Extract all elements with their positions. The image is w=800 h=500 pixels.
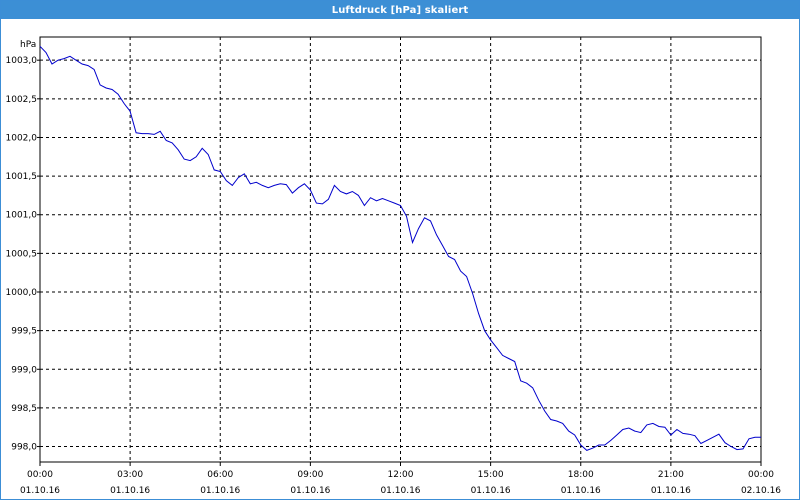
grid <box>40 37 761 462</box>
x-axis: 00:00 01.10.16 03:00 01.10.16 06:00 01.10.16 0… <box>20 462 781 496</box>
x-tick-date-label: 01.10.16 <box>110 486 150 496</box>
x-tick-date-label: 01.10.16 <box>380 486 420 496</box>
pressure-line-chart: 1003,0 1002,5 1002,0 1001,5 1001,0 1000,5 1000… <box>6 36 781 496</box>
series-line-pressure <box>39 45 761 451</box>
x-tick-time-label: 00:00 <box>27 470 53 480</box>
y-tick-label: 998,5 <box>11 404 37 414</box>
y-tick-label: 999,5 <box>11 327 37 337</box>
x-tick-date-label: 01.10.16 <box>200 486 240 496</box>
y-tick-label: 1001,0 <box>6 211 38 221</box>
x-tick-date-label: 01.10.16 <box>651 486 691 496</box>
y-axis: 1003,0 1002,5 1002,0 1001,5 1001,0 1000,5 1000… <box>6 56 40 453</box>
x-tick-time-label: 03:00 <box>117 470 143 480</box>
x-tick-time-label: 06:00 <box>207 470 233 480</box>
window-title: Luftdruck [hPa] skaliert <box>331 4 469 16</box>
y-tick-label: 1000,0 <box>6 288 38 298</box>
y-tick-label: 999,0 <box>11 365 37 375</box>
x-tick-date-label: 02.10.16 <box>741 486 781 496</box>
x-tick-time-label: 18:00 <box>568 470 594 480</box>
x-tick-time-label: 00:00 <box>748 470 774 480</box>
y-tick-label: 1001,5 <box>6 172 38 182</box>
x-tick-date-label: 01.10.16 <box>471 486 511 496</box>
y-tick-label: 1003,0 <box>6 56 38 66</box>
y-tick-label: 1002,5 <box>6 95 38 105</box>
window-titlebar: Luftdruck [hPa] skaliert <box>1 1 799 19</box>
y-tick-label: 1000,5 <box>6 249 38 259</box>
y-tick-label: 1002,0 <box>6 133 38 143</box>
x-tick-time-label: 21:00 <box>658 470 684 480</box>
x-tick-date-label: 01.10.16 <box>561 486 601 496</box>
x-tick-date-label: 01.10.16 <box>20 486 60 496</box>
x-tick-time-label: 15:00 <box>478 470 504 480</box>
y-tick-label: 998,0 <box>11 443 37 453</box>
y-axis-unit-label: hPa <box>20 40 36 50</box>
x-tick-time-label: 09:00 <box>297 470 323 480</box>
x-tick-time-label: 12:00 <box>388 470 414 480</box>
x-tick-date-label: 01.10.16 <box>290 486 330 496</box>
